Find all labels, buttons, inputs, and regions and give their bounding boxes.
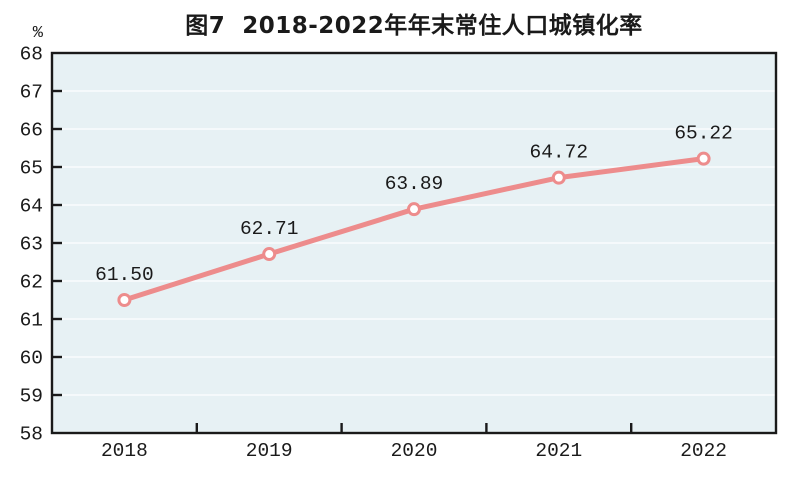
data-point-marker — [262, 247, 277, 262]
data-point-marker — [117, 293, 132, 307]
y-axis-label: 66 — [20, 120, 43, 142]
data-point-marker — [551, 170, 566, 185]
chart-title: 图7 2018-2022年年末常住人口城镇化率 — [185, 13, 643, 39]
y-axis-label: 60 — [20, 348, 43, 370]
x-axis-label: 2021 — [535, 440, 582, 462]
x-axis-label: 2022 — [680, 440, 727, 462]
y-axis-label: 67 — [20, 82, 43, 104]
y-axis-label: 63 — [20, 234, 43, 256]
data-label: 64.72 — [530, 142, 589, 164]
y-axis-unit-label: % — [33, 24, 44, 43]
y-axis-label: 65 — [20, 158, 43, 180]
y-axis-label: 62 — [20, 272, 43, 294]
data-point-marker — [696, 151, 711, 166]
x-axis-label: 2018 — [101, 440, 148, 462]
data-point-marker — [407, 202, 421, 217]
y-axis-label: 58 — [20, 424, 43, 446]
y-axis-label: 61 — [20, 310, 43, 332]
data-label: 62.71 — [240, 218, 299, 240]
x-axis-label: 2020 — [391, 440, 438, 462]
y-axis-label: 59 — [20, 386, 43, 408]
y-axis-label: 64 — [20, 196, 43, 218]
x-axis-label: 2019 — [246, 440, 293, 462]
data-label: 63.89 — [385, 173, 444, 195]
y-axis-label: 68 — [20, 44, 43, 66]
data-label: 65.22 — [674, 123, 733, 145]
data-label: 61.50 — [95, 264, 154, 286]
